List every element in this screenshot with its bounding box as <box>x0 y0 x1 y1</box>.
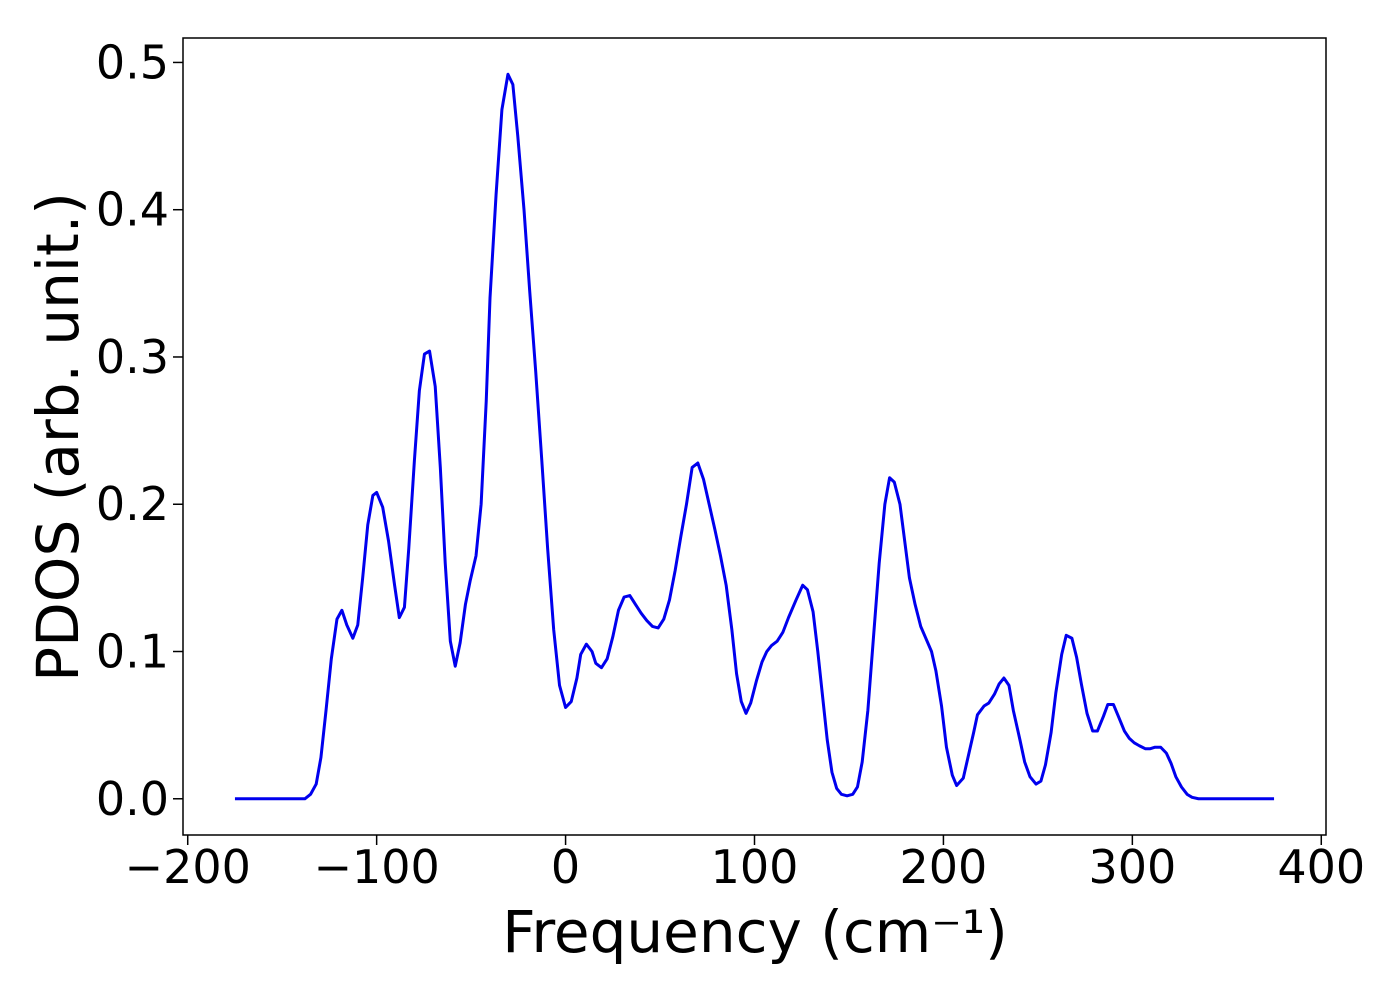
data-line <box>234 72 1275 801</box>
x-axis-label: Frequency (cm⁻¹) <box>502 898 1008 966</box>
y-tick-label: 0.4 <box>96 183 169 237</box>
y-tick-label: 0.3 <box>96 330 169 384</box>
x-tick-label: 200 <box>900 840 988 894</box>
x-tick-label: 0 <box>551 840 580 894</box>
x-tick-label: 300 <box>1088 840 1176 894</box>
plot-frame <box>182 37 1327 836</box>
y-tick-label: 0.1 <box>96 625 169 679</box>
y-axis-label: PDOS (arb. unit.) <box>24 192 92 682</box>
x-tick-label: −100 <box>313 840 439 894</box>
x-tick-label: −200 <box>125 840 251 894</box>
y-tick-label: 0.2 <box>96 477 169 531</box>
y-tick-label: 0.0 <box>96 772 169 826</box>
x-tick-label: 400 <box>1277 840 1365 894</box>
y-tick-label: 0.5 <box>96 35 169 89</box>
x-tick-label: 100 <box>711 840 799 894</box>
